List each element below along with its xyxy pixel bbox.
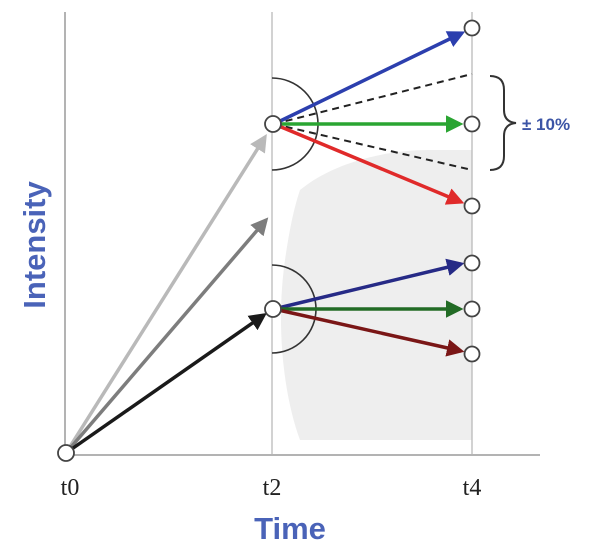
tick-label-t2: t2 (263, 475, 282, 501)
node-t4-3 (463, 197, 481, 215)
arrow-lower-navy (273, 258, 465, 311)
arrow-t0-to-mid-gray (64, 217, 269, 455)
tick-label-t0: t0 (61, 475, 80, 501)
percent-label: ± 10% (522, 115, 570, 134)
node-t4-5 (463, 300, 481, 318)
lower-bound-dashed (273, 123, 473, 171)
node-t2-lower (264, 300, 282, 318)
x-axis-label: Time (254, 511, 326, 546)
y-axis-label: Intensity (17, 181, 52, 309)
arrow-upper-blue (273, 31, 466, 126)
node-t4-1 (463, 19, 481, 37)
background-shade (280, 150, 472, 440)
node-t4-2 (463, 115, 481, 133)
upper-bound-dashed (273, 73, 473, 125)
node-t2-upper (264, 115, 282, 133)
percent-brace (489, 75, 517, 171)
node-t4-6 (463, 345, 481, 363)
arrow-t0-to-upper-light (64, 134, 267, 454)
node-t4-4 (463, 254, 481, 272)
arrow-t0-to-lower-black (64, 312, 267, 455)
arrow-lower-maroon (273, 307, 465, 357)
arrow-upper-red (273, 122, 465, 205)
node-t0 (57, 444, 75, 462)
tick-label-t4: t4 (463, 475, 482, 501)
